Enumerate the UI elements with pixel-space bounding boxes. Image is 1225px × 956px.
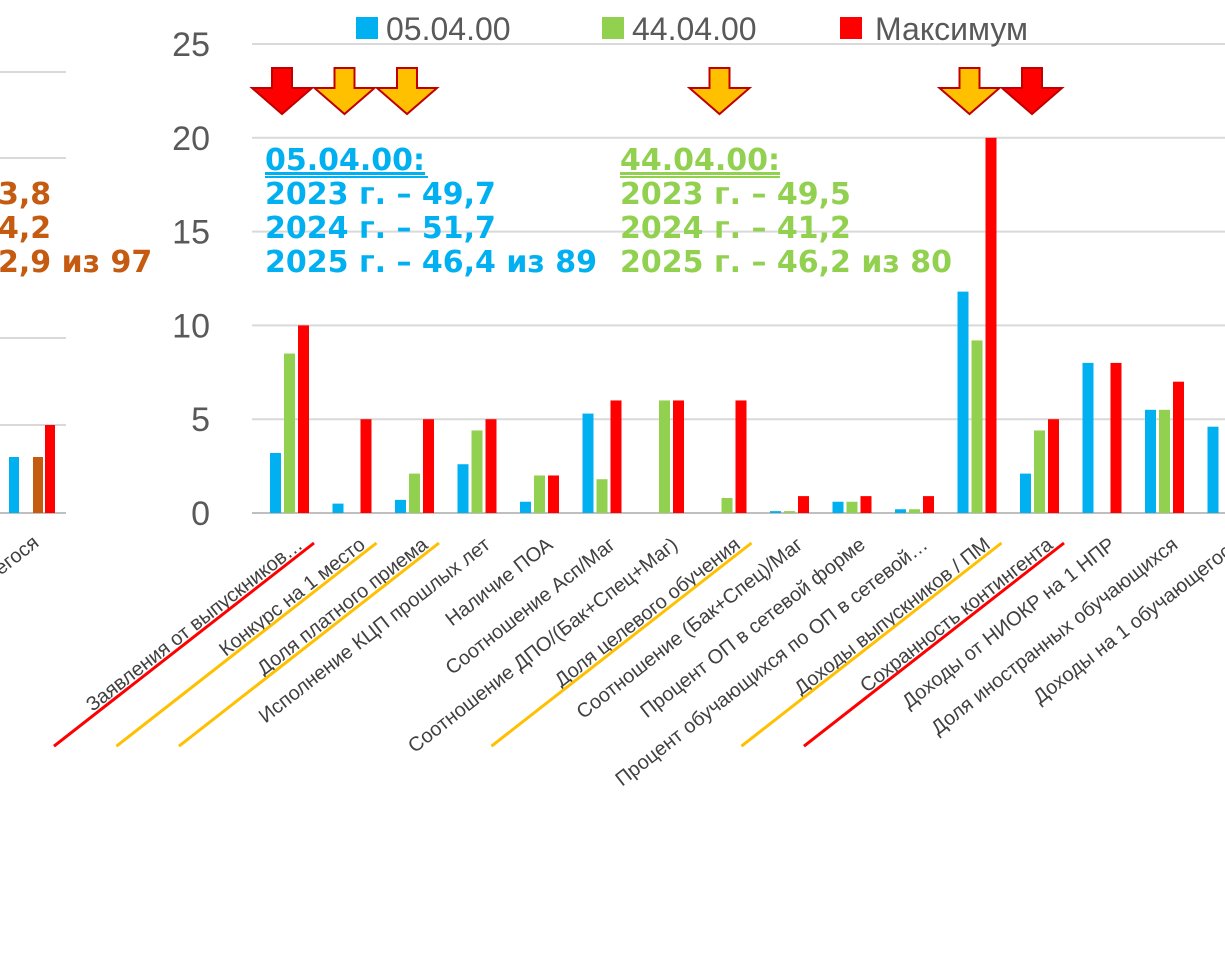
bar bbox=[457, 464, 469, 513]
note-line: 2025 г. – 46,2 из 80 bbox=[620, 245, 952, 280]
label-highlight-line bbox=[490, 541, 753, 748]
bar bbox=[895, 509, 906, 513]
bar bbox=[360, 419, 372, 513]
label-highlight-line bbox=[740, 541, 1003, 748]
bar bbox=[1173, 381, 1184, 513]
bar bbox=[610, 400, 622, 513]
left-note-line: 2,9 из 97 bbox=[0, 245, 152, 280]
yellow-arrow-icon bbox=[936, 67, 1003, 116]
bars bbox=[270, 137, 1219, 514]
bar bbox=[957, 291, 969, 513]
left-bar bbox=[45, 425, 55, 513]
bar bbox=[409, 473, 420, 513]
bar bbox=[721, 497, 733, 513]
bar bbox=[798, 496, 809, 513]
bar bbox=[770, 511, 781, 513]
bar bbox=[784, 511, 795, 513]
legend-swatch bbox=[602, 17, 624, 39]
highlight-underlines bbox=[53, 541, 1065, 748]
y-tick-label: 10 bbox=[172, 307, 210, 345]
note-line: 2023 г. – 49,7 bbox=[265, 177, 496, 212]
yellow-arrow-icon bbox=[686, 67, 753, 116]
bar bbox=[270, 452, 281, 513]
left-note-line: 3,8 bbox=[0, 177, 51, 212]
note-line: 2025 г. – 46,4 из 89 bbox=[265, 245, 597, 280]
bar bbox=[596, 479, 608, 513]
legend-swatch bbox=[356, 17, 378, 39]
note-line: 2024 г. – 51,7 bbox=[265, 211, 496, 246]
label-highlight-line bbox=[178, 541, 440, 748]
legend: 05.04.00 44.04.00 Максимум bbox=[356, 11, 1028, 47]
bar bbox=[298, 325, 309, 513]
yellow-arrow-icon bbox=[374, 67, 440, 116]
note-line: 2024 г. – 41,2 bbox=[620, 211, 851, 246]
bar bbox=[1082, 362, 1094, 513]
bar bbox=[1110, 362, 1122, 513]
yellow-arrow-icon bbox=[311, 67, 378, 116]
legend-label: 05.04.00 bbox=[386, 11, 511, 47]
bar bbox=[332, 503, 344, 513]
bar bbox=[659, 400, 670, 513]
bar bbox=[673, 400, 684, 513]
bar bbox=[1034, 430, 1045, 513]
bar bbox=[832, 501, 844, 513]
bar bbox=[860, 496, 872, 513]
legend-item: 05.04.00 bbox=[356, 11, 511, 47]
bar bbox=[1048, 419, 1059, 513]
y-tick-label: 20 bbox=[172, 120, 210, 158]
bar bbox=[284, 353, 295, 513]
note-line: 2023 г. – 49,5 bbox=[620, 177, 851, 212]
bar bbox=[985, 137, 997, 514]
bar bbox=[1020, 473, 1031, 513]
bar bbox=[735, 400, 747, 513]
bar bbox=[395, 499, 406, 513]
legend-swatch bbox=[840, 17, 862, 39]
bar bbox=[423, 419, 434, 513]
legend-label: Максимум bbox=[875, 11, 1028, 47]
label-highlight-line bbox=[803, 541, 1065, 748]
bar bbox=[923, 496, 934, 513]
bar bbox=[471, 430, 483, 513]
x-tick-label: Соотношение (Бак+Спец)/Маг bbox=[573, 534, 807, 724]
bar bbox=[520, 501, 531, 513]
bar bbox=[485, 419, 497, 513]
y-tick-label: 25 bbox=[172, 26, 210, 64]
red-arrow-icon bbox=[249, 67, 315, 116]
left-bar bbox=[9, 457, 19, 513]
legend-label: 44.04.00 bbox=[632, 11, 757, 47]
bar bbox=[971, 340, 983, 513]
x-axis: Заявления от выпускников…Конкурс на 1 ме… bbox=[82, 533, 1225, 791]
y-axis: 0 5 10 15 20 25 bbox=[172, 26, 210, 533]
note-heading: 05.04.00: bbox=[265, 143, 425, 178]
bar bbox=[1207, 426, 1219, 513]
bar bbox=[582, 413, 594, 513]
note-44-04-00: 44.04.00: 2023 г. – 49,5 2024 г. – 41,2 … bbox=[620, 143, 952, 280]
label-highlight-line bbox=[115, 541, 378, 748]
highlight-arrows bbox=[249, 67, 1065, 116]
red-arrow-icon bbox=[999, 67, 1065, 116]
y-tick-label: 5 bbox=[191, 401, 210, 439]
y-tick-label: 15 bbox=[172, 214, 210, 252]
note-05-04-00: 05.04.00: 2023 г. – 49,7 2024 г. – 51,7 … bbox=[265, 143, 597, 280]
bar bbox=[846, 501, 858, 513]
left-chart-fragment: 3,8 4,2 2,9 из 97 егося bbox=[0, 71, 152, 580]
bar bbox=[534, 475, 545, 513]
left-note-line: 4,2 bbox=[0, 211, 51, 246]
note-heading: 44.04.00: bbox=[620, 143, 780, 178]
label-highlight-line bbox=[53, 541, 315, 748]
y-tick-label: 0 bbox=[191, 495, 210, 533]
legend-item: 44.04.00 bbox=[602, 11, 757, 47]
legend-item: Максимум bbox=[840, 11, 1028, 47]
left-bar bbox=[33, 457, 43, 513]
bar bbox=[1159, 409, 1170, 513]
left-category-label: егося bbox=[0, 532, 43, 580]
bar bbox=[548, 475, 559, 513]
bar bbox=[909, 509, 920, 513]
bar bbox=[1145, 409, 1156, 513]
